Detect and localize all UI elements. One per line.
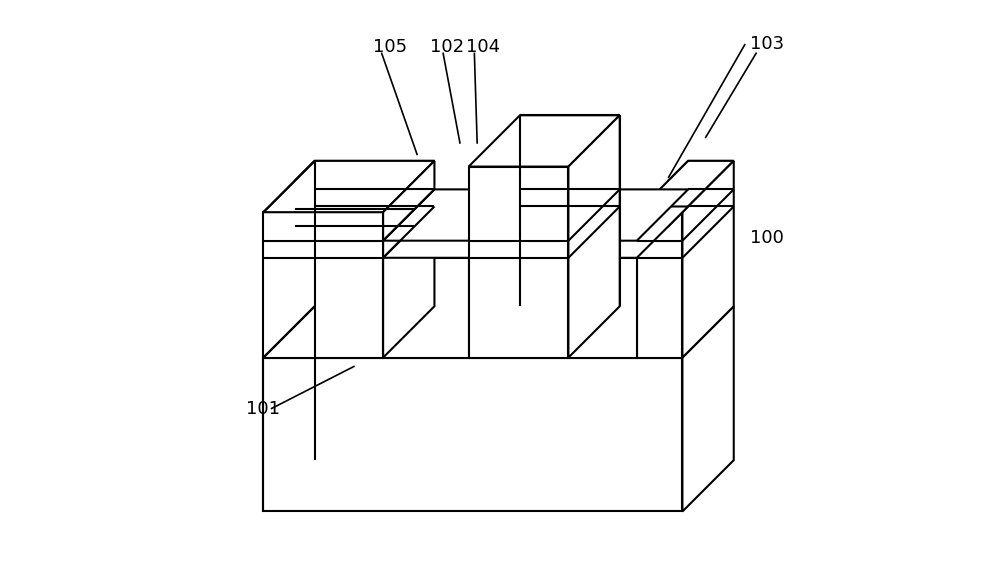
Text: 101: 101 [246, 400, 280, 418]
Polygon shape [568, 115, 620, 357]
Polygon shape [414, 227, 500, 326]
Polygon shape [263, 306, 734, 357]
Text: 104: 104 [466, 38, 500, 56]
Polygon shape [568, 189, 688, 241]
Text: 103: 103 [750, 35, 784, 53]
Polygon shape [568, 207, 688, 258]
Polygon shape [263, 161, 434, 212]
Polygon shape [637, 161, 734, 212]
Polygon shape [263, 357, 682, 512]
Text: 105: 105 [373, 38, 408, 56]
Polygon shape [637, 212, 682, 357]
Polygon shape [263, 212, 383, 357]
Polygon shape [568, 258, 637, 357]
Polygon shape [469, 166, 568, 357]
Polygon shape [383, 207, 520, 258]
Polygon shape [600, 207, 688, 227]
Polygon shape [383, 161, 434, 357]
Text: 102: 102 [430, 38, 465, 56]
Polygon shape [682, 306, 734, 512]
Polygon shape [295, 161, 434, 181]
Polygon shape [295, 181, 414, 326]
Polygon shape [682, 161, 734, 357]
Polygon shape [414, 207, 520, 227]
Polygon shape [469, 115, 620, 166]
Polygon shape [668, 161, 734, 181]
Polygon shape [600, 227, 668, 326]
Polygon shape [668, 181, 714, 326]
Text: 100: 100 [750, 229, 784, 247]
Polygon shape [383, 189, 520, 241]
Polygon shape [383, 258, 469, 357]
